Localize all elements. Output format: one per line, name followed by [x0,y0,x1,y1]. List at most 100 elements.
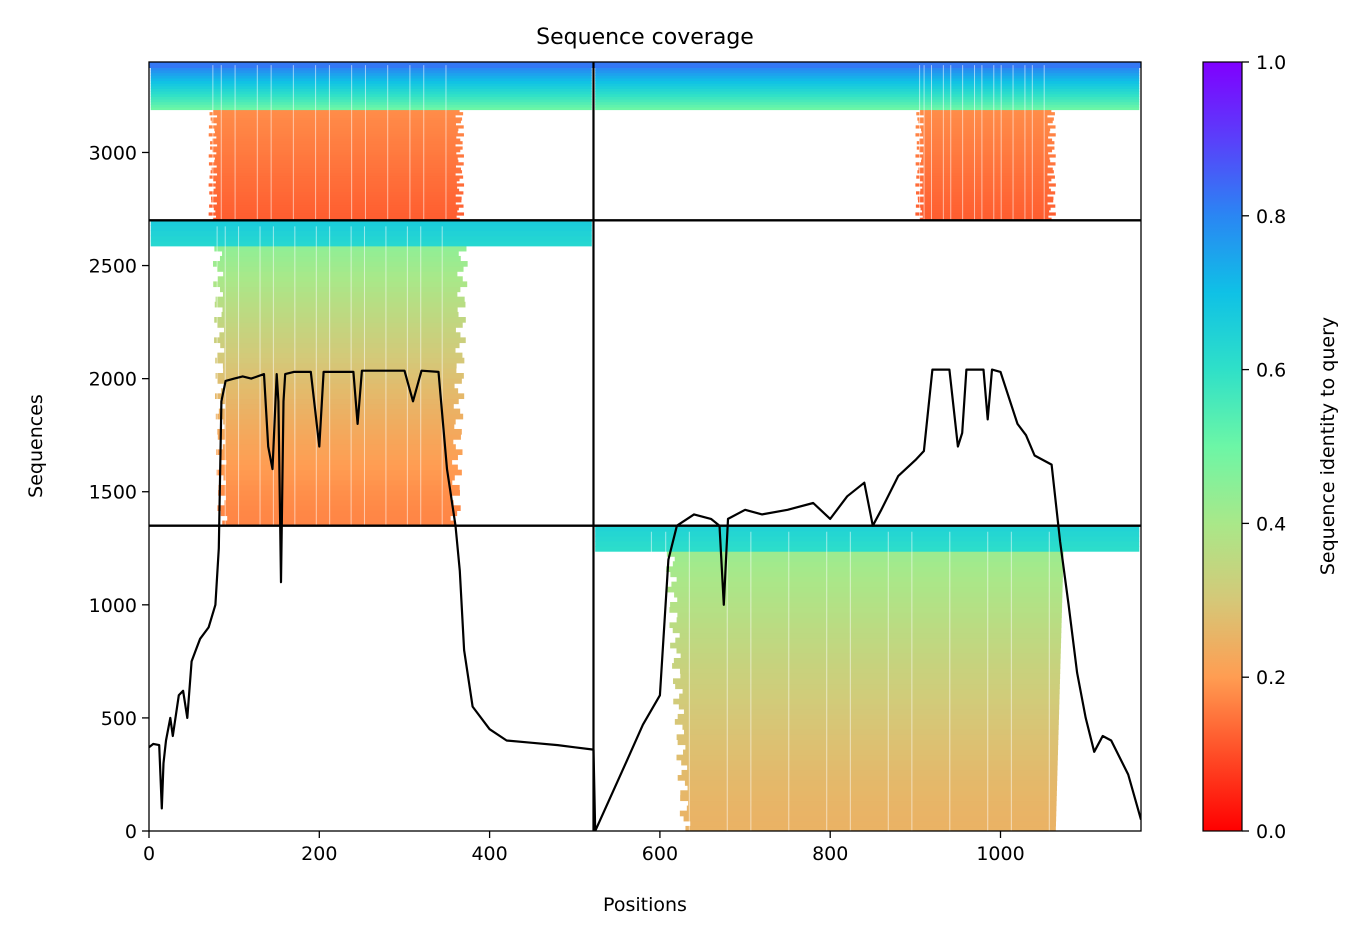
coverage-band [226,459,453,466]
coverage-band [223,474,455,481]
coverage-band [150,225,592,232]
coverage-band [677,596,1063,603]
coverage-band [220,286,461,293]
coverage-band [919,109,1052,113]
coverage-band [213,281,468,288]
coverage-band [220,398,459,405]
coverage-band [672,627,1062,634]
coverage-band [217,505,461,511]
coverage-band [921,130,1050,134]
coverage-band [595,93,1140,97]
coverage-band [922,209,1050,214]
x-tick-label: 800 [812,843,848,865]
coverage-band [595,101,1140,105]
coverage-band [666,551,1064,557]
coverage-band [681,759,1058,766]
coverage-band [677,713,1059,720]
coverage-band [916,112,1055,116]
x-axis-label: Positions [603,894,687,916]
coverage-band [217,114,456,119]
segment-separators [149,62,1141,831]
coverage-band [687,785,1057,791]
y-tick-label: 1500 [89,482,137,504]
coverage-band [220,454,458,461]
coverage-band [222,362,457,369]
coverage-band [915,125,1056,129]
coverage-band [216,135,457,140]
coverage-band [150,67,592,71]
coverage-band [150,240,592,247]
coverage-band [214,156,458,161]
coverage-band [220,464,458,471]
coverage-band [917,196,1054,200]
coverage-band [673,698,1060,705]
colorbar-ticks: 0.0 0.2 0.4 0.6 0.8 1.0 [1242,52,1286,843]
x-tick-label: 200 [301,843,337,865]
coverage-band [684,780,1058,786]
coverage-band [150,72,592,76]
coverage-band [223,418,456,425]
coverage-band [917,199,1054,203]
plot-area [149,62,1141,831]
coverage-band [679,693,1060,700]
coverage-band [595,106,1140,111]
coverage-band [209,191,464,195]
coverage-band [217,434,461,440]
coverage-band [222,520,456,527]
coverage-band [915,133,1056,137]
coverage-band [208,154,464,158]
coverage-band [214,130,458,134]
coverage-band [917,170,1054,174]
coverage-band [918,120,1053,124]
coverage-band [681,769,1058,776]
coverage-band [150,88,592,92]
coverage-band [595,75,1140,79]
coverage-band [211,167,461,171]
coverage-band [212,138,461,142]
coverage-band [209,175,464,179]
coverage-band [921,127,1051,132]
coverage-band [218,484,460,491]
coverage-band [595,525,1140,532]
coverage-band [221,311,459,318]
coverage-band [923,193,1048,198]
coverage-band [671,581,1063,588]
coverage-band [223,367,457,374]
coverage-band [595,77,1140,82]
coverage-band [595,540,1140,547]
coverage-band [224,327,456,333]
coverage-band [219,332,461,338]
coverage-band [225,479,453,486]
coverage-band [219,255,461,262]
coverage-band [223,271,458,277]
y-axis-label: Sequences [25,394,47,498]
coverage-band [923,164,1048,169]
coverage-band [923,135,1049,140]
x-tick-label: 400 [471,843,507,865]
colorbar-tick-label: 0.4 [1256,513,1286,535]
coverage-band [215,209,458,214]
coverage-band [916,191,1056,195]
coverage-band [222,291,458,298]
coverage-band [215,357,465,364]
coverage-band [674,556,1064,562]
coverage-band [676,617,1062,623]
coverage-band [921,156,1050,161]
coverage-band [595,72,1140,76]
coverage-band [214,301,466,308]
coverage-band [595,91,1140,95]
coverage-band [210,141,463,145]
coverage-band [683,815,1057,822]
coverage-band [915,183,1056,187]
colorbar-tick-label: 0.2 [1256,667,1286,689]
coverage-band [682,724,1059,730]
coverage-band [208,133,464,137]
coverage-band [923,114,1048,119]
coverage-band [676,734,1059,740]
coverage-band [217,143,456,148]
x-axis-ticks: 0 200 400 600 800 1000 [143,831,1025,865]
coverage-band [210,117,463,121]
coverage-band [208,212,465,216]
coverage-band [216,469,462,476]
